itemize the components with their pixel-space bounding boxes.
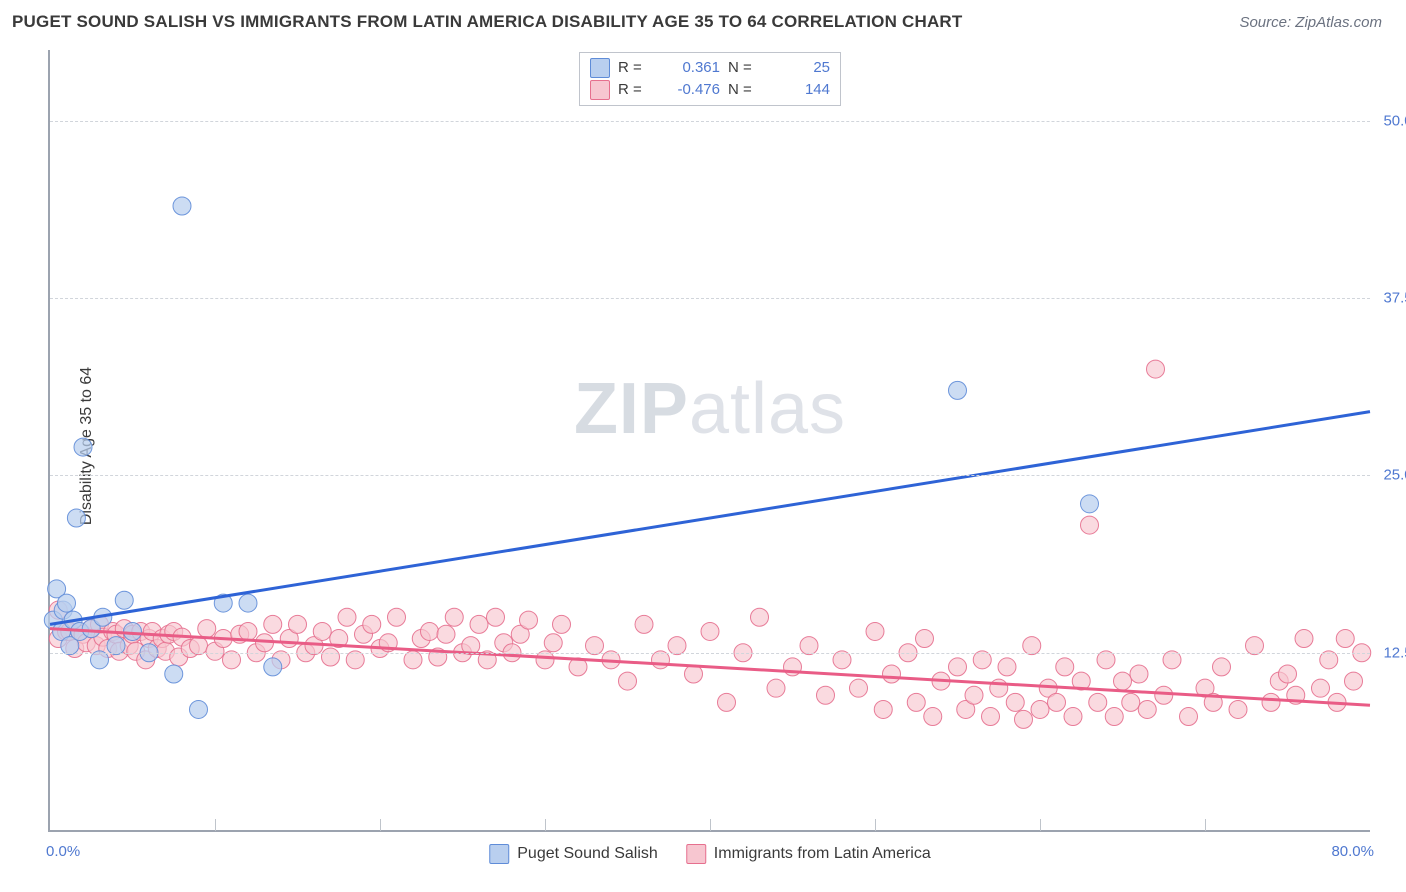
legend-series: Puget Sound Salish Immigrants from Latin… [489, 844, 931, 864]
legend-item: Puget Sound Salish [489, 844, 658, 864]
legend-stats: R = 0.361 N = 25 R = -0.476 N = 144 [579, 52, 841, 106]
chart-svg [50, 50, 1370, 830]
chart-container: PUGET SOUND SALISH VS IMMIGRANTS FROM LA… [0, 0, 1406, 892]
source-attribution: Source: ZipAtlas.com [1239, 14, 1382, 31]
swatch-series-a [590, 58, 610, 78]
swatch-series-b [590, 80, 610, 100]
x-axis-max-label: 80.0% [1331, 843, 1374, 860]
legend-stats-row: R = -0.476 N = 144 [590, 79, 830, 101]
swatch-series-a2 [489, 844, 509, 864]
chart-title: PUGET SOUND SALISH VS IMMIGRANTS FROM LA… [12, 12, 963, 32]
legend-item: Immigrants from Latin America [686, 844, 931, 864]
legend-stats-row: R = 0.361 N = 25 [590, 57, 830, 79]
swatch-series-b2 [686, 844, 706, 864]
plot-area: ZIPatlas R = 0.361 N = 25 R = -0.476 N =… [48, 50, 1370, 832]
x-axis-min-label: 0.0% [46, 843, 80, 860]
